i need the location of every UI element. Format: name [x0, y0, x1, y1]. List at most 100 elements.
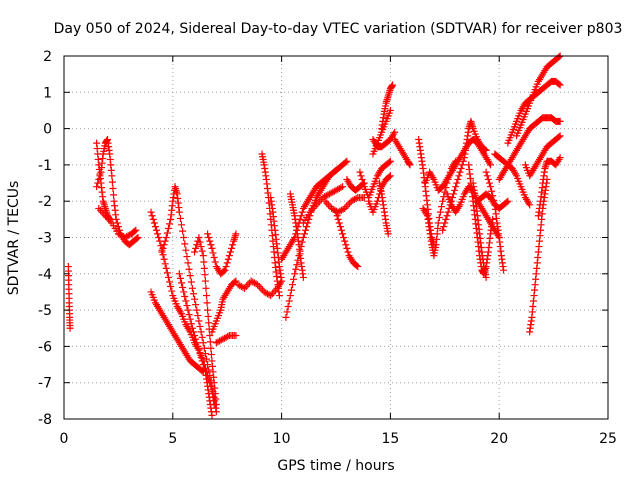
data-point — [226, 248, 234, 256]
series-track-09 — [191, 234, 220, 408]
data-point — [481, 145, 489, 153]
data-point — [187, 278, 195, 286]
y-tick-label: -3 — [38, 231, 52, 247]
data-point — [343, 157, 351, 165]
data-point — [199, 361, 207, 369]
data-point — [197, 353, 205, 361]
x-tick-label: 25 — [599, 431, 617, 447]
data-point — [164, 273, 172, 281]
data-point — [438, 203, 446, 211]
data-point — [350, 195, 358, 203]
data-point — [344, 248, 352, 256]
series-track-23 — [356, 157, 394, 202]
chart-title: Day 050 of 2024, Sidereal Day-to-day VTE… — [54, 21, 623, 37]
data-point — [556, 154, 564, 162]
data-point — [195, 346, 203, 354]
data-point — [451, 186, 459, 194]
series-track-15 — [267, 194, 286, 285]
data-point — [192, 244, 200, 252]
series-track-30 — [415, 135, 438, 249]
y-tick-label: -4 — [38, 267, 52, 283]
data-point — [333, 165, 341, 173]
data-point — [110, 191, 118, 199]
series-track-14 — [258, 150, 283, 300]
data-point — [207, 241, 215, 249]
data-point — [193, 339, 201, 347]
data-point — [184, 306, 192, 314]
data-point — [456, 168, 464, 176]
data-point — [133, 234, 141, 242]
x-tick-label: 15 — [381, 431, 399, 447]
series-track-37 — [473, 190, 512, 212]
data-point — [186, 272, 194, 280]
data-point — [206, 338, 214, 346]
series-track-27 — [369, 106, 394, 158]
data-point — [148, 212, 156, 220]
data-point — [147, 208, 155, 216]
data-point — [454, 175, 462, 183]
data-point — [185, 311, 193, 319]
data-point — [385, 158, 393, 166]
series-track-35 — [465, 161, 497, 278]
data-point — [341, 237, 349, 245]
data-point — [194, 312, 202, 320]
data-point — [197, 328, 205, 336]
data-point — [333, 212, 341, 220]
data-point — [191, 332, 199, 340]
data-point — [179, 227, 187, 235]
data-point — [96, 206, 104, 214]
series-track-06 — [158, 183, 220, 416]
series-track-42 — [513, 52, 564, 140]
data-point — [555, 53, 563, 61]
data-point — [484, 175, 492, 183]
data-point — [303, 223, 311, 231]
data-point — [205, 234, 213, 241]
data-point — [485, 179, 493, 187]
y-tick-label: 2 — [43, 49, 52, 65]
data-point — [95, 204, 103, 212]
data-point — [229, 241, 237, 249]
data-point — [343, 244, 351, 252]
data-point — [455, 172, 463, 180]
data-point — [299, 273, 307, 281]
series-track-03 — [93, 135, 142, 249]
data-points — [64, 52, 564, 419]
data-point — [268, 290, 276, 298]
data-point — [176, 214, 184, 222]
data-point — [199, 252, 207, 260]
data-point — [500, 266, 508, 274]
data-point — [206, 237, 214, 245]
data-point — [526, 201, 534, 209]
data-point — [184, 259, 192, 267]
data-point — [239, 283, 247, 291]
data-point — [442, 215, 450, 223]
data-point — [186, 315, 194, 323]
data-point — [298, 208, 306, 216]
data-point — [450, 190, 458, 198]
data-point — [175, 270, 183, 278]
data-point — [257, 284, 265, 292]
data-point — [207, 351, 215, 359]
data-point — [191, 295, 199, 303]
data-point — [232, 277, 240, 285]
data-point — [96, 172, 104, 180]
data-point — [439, 197, 447, 205]
data-point — [342, 241, 350, 249]
data-point — [178, 221, 186, 229]
data-point — [160, 241, 168, 249]
data-point — [189, 328, 197, 336]
data-point — [95, 175, 103, 183]
data-point — [114, 223, 122, 231]
data-point — [290, 275, 298, 283]
data-point — [112, 215, 120, 223]
data-point — [203, 355, 211, 363]
series-track-04 — [95, 204, 140, 241]
data-point — [205, 319, 213, 327]
data-point — [196, 238, 204, 246]
data-point — [185, 265, 193, 273]
data-point — [188, 284, 196, 292]
data-point — [176, 274, 184, 282]
data-point — [204, 312, 212, 320]
data-point — [66, 324, 74, 332]
series-track-45 — [521, 132, 564, 180]
